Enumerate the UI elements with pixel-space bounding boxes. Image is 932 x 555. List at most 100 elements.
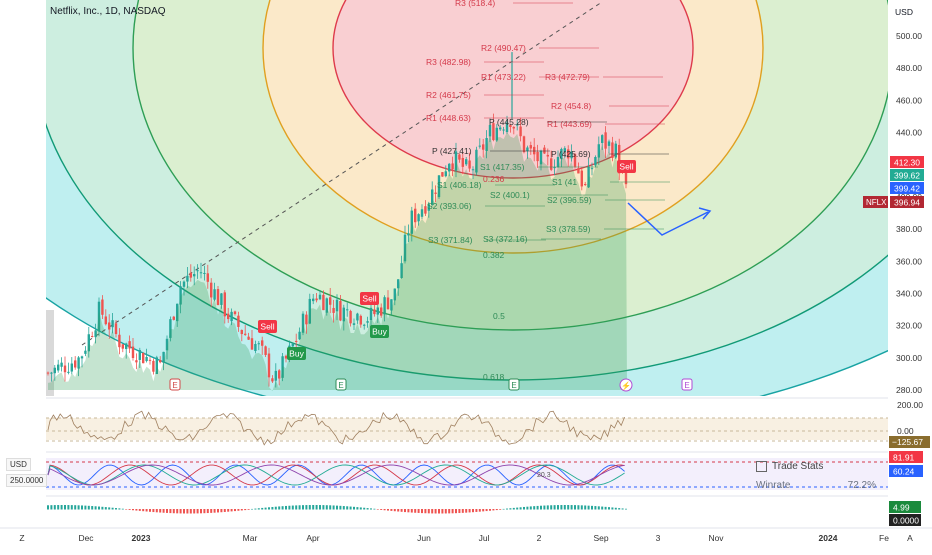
volume-bar [478, 509, 481, 512]
candle-body [502, 129, 505, 131]
volume-bar [608, 507, 610, 510]
volume-bar [499, 509, 502, 510]
checkbox-icon[interactable] [756, 461, 767, 472]
price-tick: 500.00 [896, 31, 922, 41]
candle-body [437, 175, 441, 198]
volume-bar [410, 509, 413, 513]
volume-bar [128, 509, 131, 510]
volume-bar [536, 505, 539, 510]
volume-bar [574, 505, 576, 510]
volume-bar [271, 506, 274, 510]
osc-tag [889, 465, 923, 477]
volume-bar [516, 507, 519, 510]
candle-body [539, 150, 543, 165]
volume-bar [196, 509, 199, 514]
volume-bar [319, 505, 321, 510]
volume-bar [580, 505, 583, 510]
volume-bar [142, 509, 145, 512]
candle-body [346, 309, 349, 311]
volume-bar [111, 507, 114, 510]
price-tick: 380.00 [896, 224, 922, 234]
candle-body [329, 297, 332, 305]
volume-bar [523, 506, 525, 510]
candle-body [162, 351, 165, 363]
time-label: 2024 [819, 533, 838, 543]
volume-bar [458, 509, 461, 514]
candle-body [84, 350, 87, 354]
candle-body [414, 208, 417, 223]
volume-bar [404, 509, 406, 513]
candle-body [247, 336, 250, 340]
pivot-label: S3 (378.59) [546, 224, 591, 234]
volume-bar [444, 509, 447, 514]
volume-bar [47, 505, 49, 510]
volume-bar [339, 505, 342, 510]
volume-bar [172, 509, 175, 514]
candle-body [567, 149, 570, 159]
pivot-label: P (427.41) [432, 146, 472, 156]
volume-bar [247, 509, 250, 510]
candle-body [118, 334, 121, 348]
volume-bar [118, 508, 121, 510]
candle-body [376, 307, 379, 315]
cci-value-tag [889, 436, 930, 448]
volume-bar [441, 509, 444, 514]
volume-bar [529, 506, 532, 510]
time-label: A [907, 533, 913, 543]
price-tag [890, 156, 924, 168]
currency-label: USD [895, 7, 913, 17]
volume-tag-label: 0.0000 [893, 516, 919, 526]
main-pane: R3 (518.4) R2 (490.47) R1 (473.22) R3 (472.… [46, 0, 888, 396]
price-tag-label: 412.30 [894, 158, 920, 168]
candle-body [46, 372, 50, 374]
time-axis: Z Dec 2023 Mar Apr Jun Jul 2 Sep 3 Nov 2024 Fe A [0, 527, 932, 543]
candle-body [380, 307, 383, 316]
candle-body [431, 189, 434, 205]
time-label: 3 [656, 533, 661, 543]
candle-body [57, 364, 60, 371]
volume-bar [376, 509, 379, 510]
cci-panel: 200.000.00-100.00−125.67 [46, 397, 930, 448]
volume-bar [50, 505, 53, 510]
candle-body [91, 336, 94, 338]
volume-bar [349, 506, 352, 510]
candle-body [478, 145, 481, 147]
volume-bar [278, 506, 281, 510]
volume-bar [550, 505, 553, 510]
candle-body [509, 124, 512, 127]
candle-body [152, 360, 155, 372]
candle-body [295, 340, 298, 342]
candle-body [339, 300, 342, 321]
candles [46, 52, 628, 388]
candle-body [444, 171, 447, 177]
time-label: Z [19, 533, 24, 543]
candle-body [67, 371, 70, 373]
volume-bar [312, 505, 315, 510]
volume-bar [64, 505, 66, 510]
candle-body [451, 163, 454, 170]
volume-bar [244, 509, 247, 511]
candle-body [312, 298, 315, 302]
candle-body [216, 289, 220, 306]
volume-bar [465, 509, 468, 513]
candle-body [257, 343, 260, 345]
volume-bar [94, 506, 97, 510]
volume-bar [325, 505, 328, 510]
candle-body [526, 147, 529, 152]
candle-body [233, 311, 237, 315]
volume-bar [363, 507, 366, 510]
lightning-icon [619, 378, 633, 392]
time-label: Mar [243, 533, 258, 543]
pivot-label: S2 (396.59) [547, 195, 592, 205]
symbol-title: Netflix, Inc., 1D, NASDAQ [50, 6, 166, 17]
pivot-label: R1 (473.22) [481, 72, 526, 82]
candle-body [230, 311, 233, 322]
candle-body [199, 272, 203, 274]
candle-body [584, 184, 587, 186]
volume-bar [230, 509, 233, 512]
pivot-label: S3 (372.16) [483, 234, 528, 244]
price-tick: 460.00 [896, 95, 922, 105]
volume-bar [455, 509, 457, 514]
volume-bar [424, 509, 427, 514]
